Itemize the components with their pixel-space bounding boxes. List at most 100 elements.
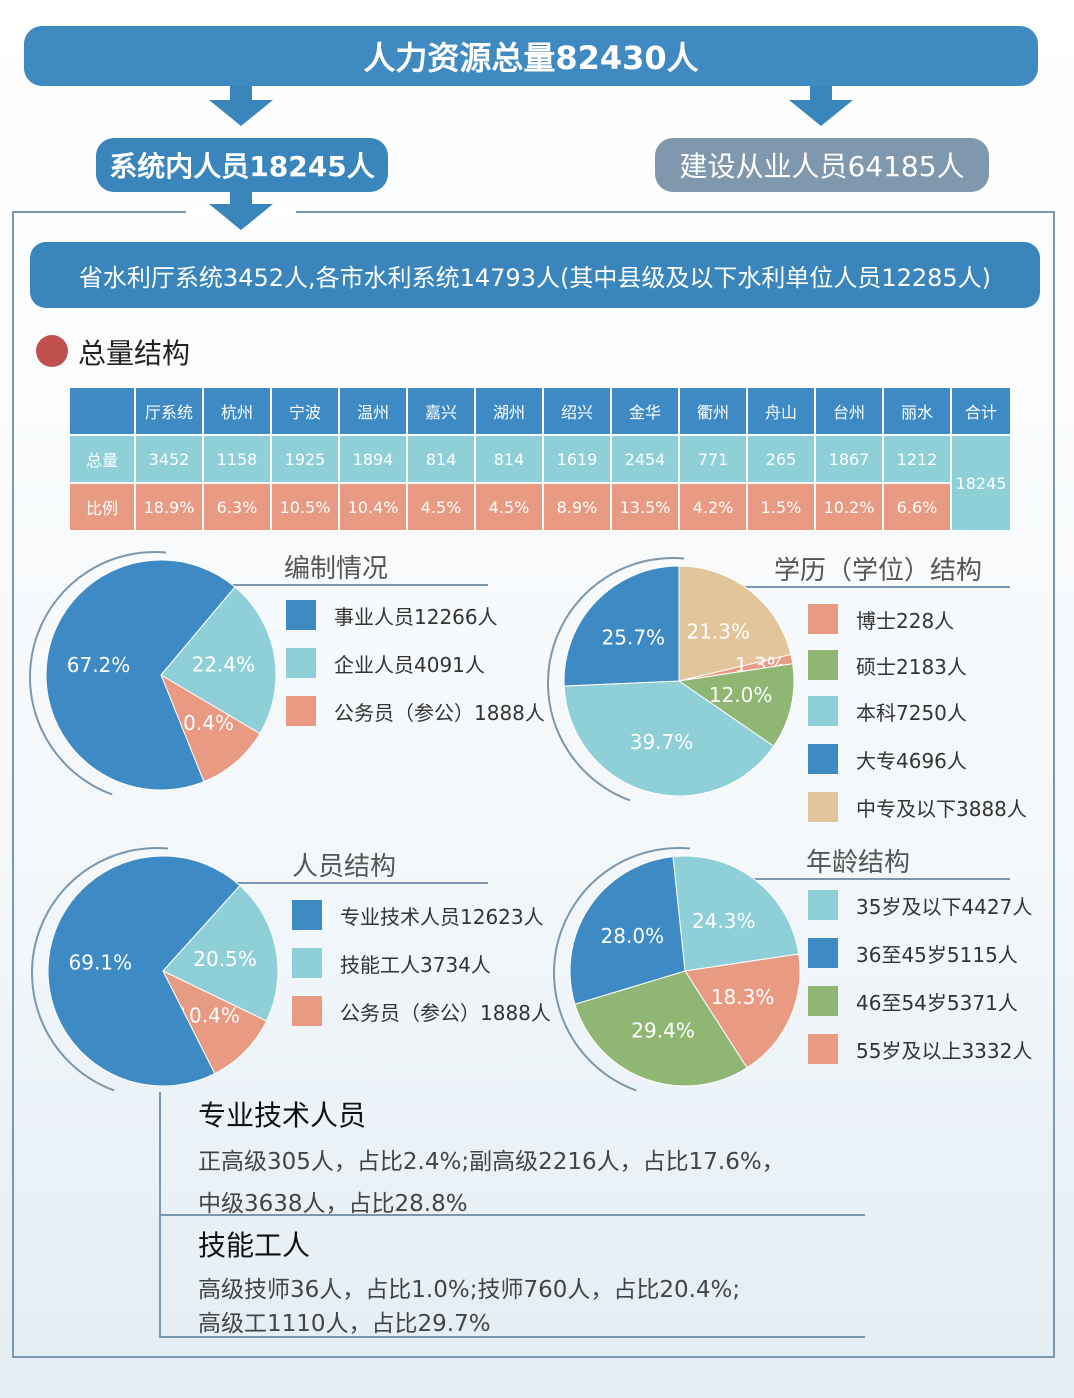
table-row-ratio: 比例 18.9% 6.3% 10.5% 10.4% 4.5% 4.5% 8.9%…: [70, 484, 1010, 530]
table-cell: 1894: [340, 436, 406, 482]
title-underline: [720, 586, 1010, 588]
column-header: 台州: [816, 388, 882, 434]
column-header: 嘉兴: [408, 388, 474, 434]
notes-bottom-line: [159, 1336, 865, 1338]
column-header: 湖州: [476, 388, 542, 434]
table-cell: 4.5%: [476, 484, 542, 530]
table-cell: 4.2%: [680, 484, 746, 530]
province-summary-pill: 省水利厅系统3452人,各市水利系统14793人(其中县级及以下水利单位人员12…: [30, 242, 1040, 308]
content-frame: [12, 211, 1055, 1358]
legend-label: 硕士2183人: [856, 654, 967, 679]
legend-label: 公务员（参公）1888人: [340, 1000, 551, 1025]
legend-item: 46至54岁5371人: [808, 986, 1018, 1016]
title-underline: [216, 584, 488, 586]
table-cell: 10.4%: [340, 484, 406, 530]
legend-label: 中专及以下3888人: [856, 796, 1027, 821]
legend-label: 本科7250人: [856, 700, 967, 725]
legend-item: 中专及以下3888人: [808, 792, 1027, 822]
legend-swatch: [292, 900, 322, 930]
table-cell: 8.9%: [544, 484, 610, 530]
legend-label: 55岁及以上3332人: [856, 1038, 1033, 1063]
chart-title-age: 年龄结构: [806, 848, 911, 878]
legend-item: 本科7250人: [808, 696, 967, 726]
legend-label: 大专4696人: [856, 748, 967, 773]
pie-slice-label: 28.0%: [601, 924, 665, 948]
legend-label: 35岁及以下4427人: [856, 894, 1033, 919]
legend-label: 博士228人: [856, 608, 955, 633]
pie-slice-label: 39.7%: [630, 730, 694, 754]
legend-swatch: [292, 948, 322, 978]
pie-slice: [160, 586, 277, 735]
title-underline: [216, 882, 488, 884]
column-header: 宁波: [272, 388, 338, 434]
pie-ring: [31, 847, 283, 1099]
table-cell: 771: [680, 436, 746, 482]
chart-title-personnel: 人员结构: [292, 852, 397, 882]
table-row-total: 总量 3452 1158 1925 1894 814 814 1619 2454…: [70, 436, 1010, 530]
legend-swatch: [808, 938, 838, 968]
column-header: 厅系统: [136, 388, 202, 434]
tech-staff-heading: 专业技术人员: [198, 1099, 367, 1132]
pie-slice-label: 20.5%: [193, 947, 257, 971]
legend-label: 36至45岁5115人: [856, 942, 1018, 967]
legend-label: 企业人员4091人: [334, 652, 485, 677]
pie-slice-label: 18.3%: [711, 985, 775, 1009]
pie-slice: [569, 856, 686, 1005]
column-header: 衢州: [680, 388, 746, 434]
pie-slice: [161, 969, 268, 1075]
legend-item: 35岁及以下4427人: [808, 890, 1032, 920]
chart-title-staffing: 编制情况: [284, 554, 389, 584]
pie-slice-label: 21.3%: [686, 619, 750, 643]
pie-slice: [47, 855, 241, 1087]
table-cell: 10.2%: [816, 484, 882, 530]
tech-staff-line-1: 正高级305人，占比2.4%;副高级2216人，占比17.6%，: [198, 1149, 785, 1175]
tech-staff-line-2: 中级3638人，占比28.8%: [198, 1191, 468, 1217]
table-cell: 1925: [272, 436, 338, 482]
pie-slice: [45, 559, 236, 791]
column-header: 舟山: [748, 388, 814, 434]
down-arrow-icon: [209, 204, 273, 230]
legend-item: 专业技术人员12623人: [292, 900, 544, 930]
pie-ring: [29, 551, 281, 803]
row-label: 比例: [70, 484, 134, 530]
legend-item: 36至45岁5115人: [808, 938, 1018, 968]
system-staff-pill: 系统内人员18245人: [96, 138, 388, 192]
grand-total-cell: 18245: [952, 436, 1010, 530]
column-header: 金华: [612, 388, 678, 434]
table-cell: 814: [476, 436, 542, 482]
column-header: 杭州: [204, 388, 270, 434]
pie-slice: [684, 953, 801, 1069]
pie-svg: 22.4%10.4%67.2%: [29, 551, 281, 803]
pie-chart-staffing: 22.4% 10.4% 67.2%: [29, 550, 286, 803]
pie-slice: [574, 970, 748, 1087]
pie-slice: [162, 884, 279, 1022]
pie-slice-label: 22.4%: [192, 652, 256, 676]
pie-chart-personnel: 20.5% 10.4% 69.1%: [31, 846, 288, 1099]
pie-svg: 21.3%1.3%12.0%39.7%25.7%: [547, 557, 799, 809]
total-banner: 人力资源总量82430人: [24, 26, 1038, 86]
table-header-row: 厅系统 杭州 宁波 温州 嘉兴 湖州 绍兴 金华 衢州 舟山 台州 丽水 合计: [70, 388, 1010, 434]
skilled-worker-line-1: 高级技师36人，占比1.0%;技师760人，占比20.4%;: [198, 1277, 741, 1303]
pie-svg: 24.3% 18.3% 29.4% 28.0%: [553, 847, 805, 1099]
legend-swatch: [808, 744, 838, 774]
table-cell: 1212: [884, 436, 950, 482]
skilled-worker-heading: 技能工人: [198, 1229, 311, 1262]
pie-slice: [159, 673, 261, 783]
legend-swatch: [286, 600, 316, 630]
section-title: 总量结构: [78, 337, 191, 370]
pie-slice: [678, 565, 792, 682]
row-label: 总量: [70, 436, 134, 482]
legend-swatch: [808, 890, 838, 920]
notes-divider: [159, 1214, 865, 1216]
column-header: 丽水: [884, 388, 950, 434]
table-cell: 814: [408, 436, 474, 482]
chart-title-education: 学历（学位）结构: [774, 556, 983, 586]
legend-item: 事业人员12266人: [286, 600, 498, 630]
legend-item: 公务员（参公）1888人: [292, 996, 551, 1026]
legend-swatch: [808, 1034, 838, 1064]
title-underline: [720, 878, 1010, 880]
pie-slice: [563, 565, 680, 687]
legend-item: 博士228人: [808, 604, 954, 634]
table-cell: 6.6%: [884, 484, 950, 530]
table-cell: 18.9%: [136, 484, 202, 530]
